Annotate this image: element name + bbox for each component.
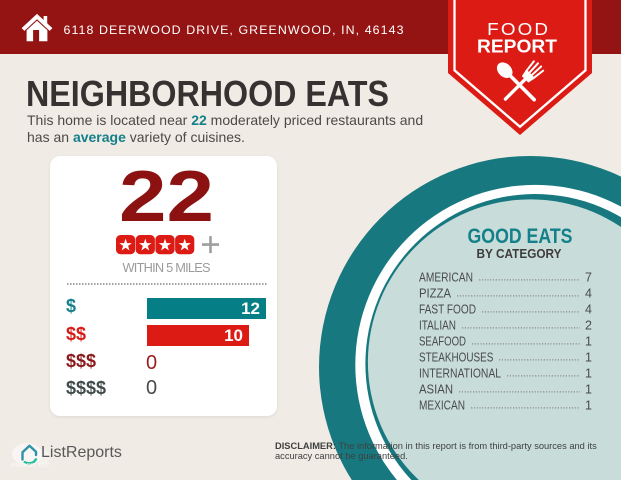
- svg-text:ASIAN: ASIAN: [419, 382, 453, 396]
- svg-text:1: 1: [585, 366, 592, 380]
- svg-text:ITALIAN: ITALIAN: [419, 318, 456, 332]
- svg-text:SEAFOOD: SEAFOOD: [419, 334, 466, 348]
- svg-text:6118 DEERWOOD DRIVE, GREENWOOD: 6118 DEERWOOD DRIVE, GREENWOOD, IN, 4614…: [64, 23, 404, 37]
- svg-text:MEXICAN: MEXICAN: [419, 398, 465, 412]
- svg-text:AMERICAN: AMERICAN: [419, 270, 473, 284]
- svg-text:WITHIN 5 MILES: WITHIN 5 MILES: [123, 260, 211, 275]
- svg-text:FOOD: FOOD: [487, 19, 550, 39]
- svg-text:GOOD EATS: GOOD EATS: [468, 225, 573, 248]
- svg-text:22: 22: [119, 156, 214, 237]
- svg-text:INTERNATIONAL: INTERNATIONAL: [419, 366, 501, 380]
- svg-text:PIZZA: PIZZA: [419, 286, 452, 300]
- svg-text:1: 1: [585, 398, 592, 412]
- svg-text:4: 4: [585, 286, 592, 300]
- svg-text:1: 1: [585, 350, 592, 364]
- svg-text:STEAKHOUSES: STEAKHOUSES: [419, 350, 493, 364]
- svg-text:REPORT: REPORT: [477, 36, 558, 57]
- svg-text:BY CATEGORY: BY CATEGORY: [477, 246, 562, 261]
- svg-text:4: 4: [585, 302, 592, 316]
- svg-text:1: 1: [585, 334, 592, 348]
- svg-text:FAST FOOD: FAST FOOD: [419, 302, 476, 316]
- svg-text:1: 1: [585, 382, 592, 396]
- svg-text:7: 7: [585, 270, 592, 284]
- svg-text:NEIGHBORHOOD EATS: NEIGHBORHOOD EATS: [26, 73, 389, 114]
- svg-text:2: 2: [585, 318, 592, 332]
